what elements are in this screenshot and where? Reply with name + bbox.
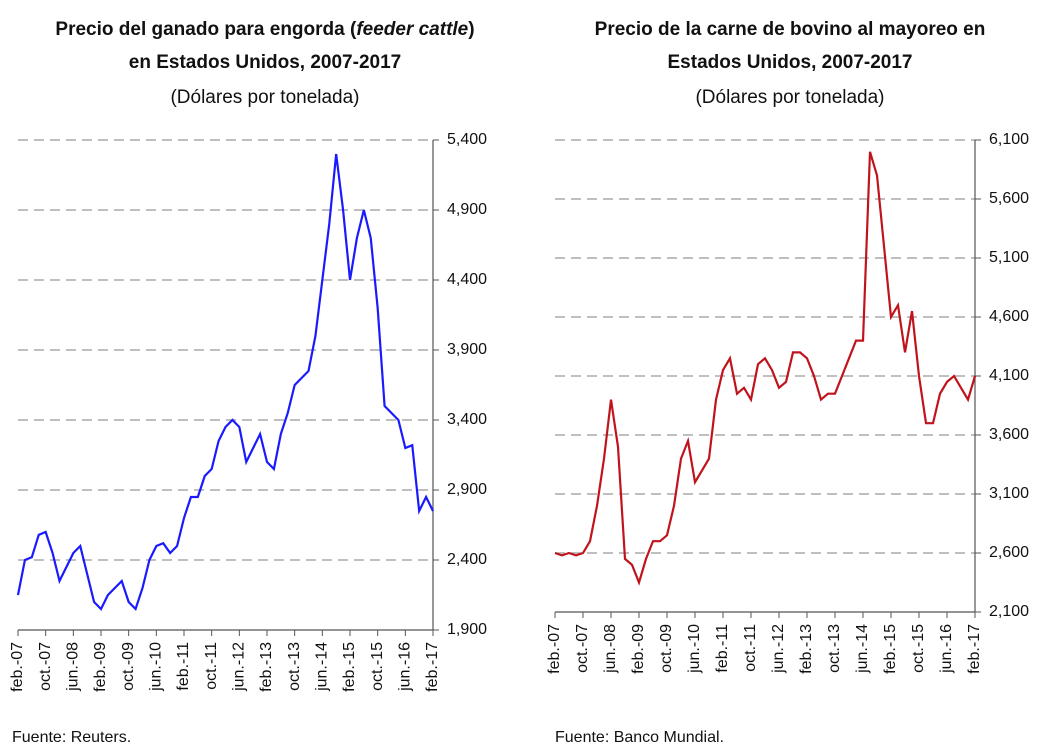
y-tick-label: 5,400	[447, 131, 487, 148]
chart-subtitle: (Dólares por tonelada)	[695, 87, 884, 108]
x-tick-label: jun.-14	[314, 642, 331, 692]
x-tick-label: jun.-16	[397, 642, 414, 692]
x-tick-label: feb.-15	[882, 624, 899, 674]
x-tick-label: feb.-07	[9, 642, 26, 692]
y-tick-label: 2,400	[447, 551, 487, 568]
source-note: Fuente: Reuters.	[12, 729, 131, 746]
y-tick-label: 3,600	[989, 426, 1029, 443]
x-tick-label: jun.-16	[938, 624, 955, 674]
y-tick-label: 4,600	[989, 308, 1029, 325]
y-tick-label: 6,100	[989, 131, 1029, 148]
chart-subtitle: (Dólares por tonelada)	[170, 87, 359, 108]
source-note: Fuente: Banco Mundial.	[555, 729, 724, 746]
chart-title: Estados Unidos, 2007-2017	[668, 52, 913, 73]
x-tick-label: feb.-09	[630, 624, 647, 674]
x-tick-label: jun.-14	[854, 624, 871, 674]
x-tick-label: jun.-08	[602, 624, 619, 674]
x-tick-label: oct.-09	[120, 642, 137, 691]
x-tick-label: feb.-17	[966, 624, 983, 674]
chart-title: Precio del ganado para engorda (feeder c…	[55, 19, 474, 40]
title-run: Precio de la carne de bovino al mayoreo …	[595, 19, 986, 40]
y-tick-label: 4,400	[447, 271, 487, 288]
x-tick-label: jun.-08	[65, 642, 82, 692]
x-tick-label: oct.-09	[658, 624, 675, 673]
x-tick-label: oct.-13	[286, 642, 303, 691]
x-tick-label: oct.-15	[369, 642, 386, 691]
x-tick-label: feb.-13	[258, 642, 275, 692]
x-tick-label: feb.-07	[546, 624, 563, 674]
x-tick-label: feb.-17	[424, 642, 441, 692]
x-tick-label: oct.-07	[37, 642, 54, 691]
x-tick-label: jun.-12	[231, 642, 248, 692]
chart-title: Precio de la carne de bovino al mayoreo …	[595, 19, 986, 40]
y-tick-label: 5,600	[989, 190, 1029, 207]
title-run: )	[468, 19, 474, 40]
y-tick-label: 1,900	[447, 621, 487, 638]
y-tick-label: 4,900	[447, 201, 487, 218]
x-tick-label: oct.-15	[910, 624, 927, 673]
y-tick-label: 2,600	[989, 544, 1029, 561]
y-tick-label: 3,400	[447, 411, 487, 428]
x-tick-label: feb.-11	[175, 642, 192, 691]
x-tick-label: jun.-12	[770, 624, 787, 674]
title-run: Estados Unidos, 2007-2017	[668, 52, 913, 73]
x-tick-label: jun.-10	[686, 624, 703, 674]
x-tick-label: feb.-09	[92, 642, 109, 692]
line-series	[554, 151, 977, 586]
x-tick-label: feb.-13	[798, 624, 815, 674]
y-tick-label: 3,100	[989, 485, 1029, 502]
x-tick-label: feb.-11	[714, 624, 731, 673]
x-tick-label: oct.-11	[203, 642, 220, 690]
y-tick-label: 2,900	[447, 481, 487, 498]
chart-title: en Estados Unidos, 2007-2017	[129, 52, 401, 73]
y-tick-label: 5,100	[989, 249, 1029, 266]
title-run: en Estados Unidos, 2007-2017	[129, 52, 401, 73]
x-tick-label: jun.-10	[148, 642, 165, 692]
x-tick-label: oct.-13	[826, 624, 843, 673]
y-tick-label: 4,100	[989, 367, 1029, 384]
x-tick-label: oct.-11	[742, 624, 759, 672]
x-tick-label: feb.-15	[341, 642, 358, 692]
y-tick-label: 3,900	[447, 341, 487, 358]
y-tick-label: 2,100	[989, 603, 1029, 620]
title-run: Precio del ganado para engorda (	[55, 19, 357, 40]
line-series	[16, 153, 434, 612]
x-tick-label: oct.-07	[574, 624, 591, 673]
title-run: feeder cattle	[356, 19, 468, 40]
